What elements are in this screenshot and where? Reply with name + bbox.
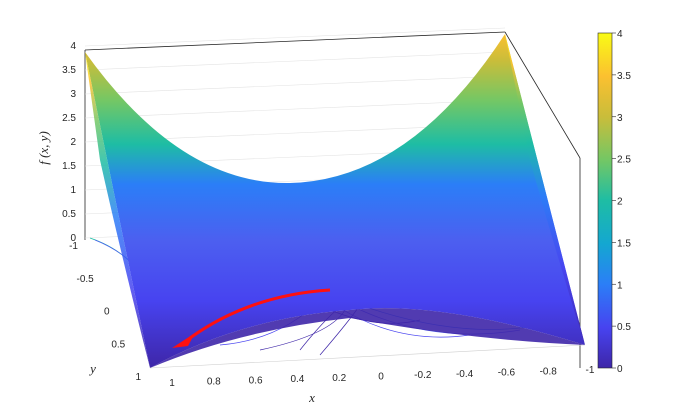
y-tick-label: -0.5 xyxy=(77,274,95,285)
x-tick-label: -0.4 xyxy=(456,369,474,380)
x-tick-label: -0.6 xyxy=(498,368,516,379)
x-tick-label: -0.8 xyxy=(540,366,558,377)
colorbar-tick-label: 3 xyxy=(617,113,623,124)
colorbar-tick-label: 0 xyxy=(617,364,623,375)
z-tick-label: 1.5 xyxy=(62,161,76,172)
z-tick-label: 0 xyxy=(70,233,76,244)
x-tick-label: -0.2 xyxy=(414,370,432,381)
x-tick-label: 0.6 xyxy=(249,375,263,386)
descent-arrow xyxy=(172,288,331,348)
x-tick-label: 0 xyxy=(378,372,384,383)
z-tick-label: 1 xyxy=(70,185,76,196)
colorbar-gradient xyxy=(597,32,613,369)
x-axis-label: x xyxy=(308,390,315,405)
z-axis-ticks: 0 0.5 1 1.5 2 2.5 3 3.5 4 xyxy=(62,41,76,244)
colorbar-tick-label: 1.5 xyxy=(617,238,631,249)
z-gridline xyxy=(84,27,506,47)
colorbar: 0 0.5 1 1.5 2 2.5 3 3.5 4 xyxy=(597,29,631,375)
x-tick-label: 0.2 xyxy=(332,373,346,384)
y-tick-label: 1 xyxy=(135,372,141,383)
x-tick-label: 0.4 xyxy=(290,374,304,385)
y-tick-label: 0 xyxy=(104,307,110,318)
y-tick-label: -1 xyxy=(69,241,78,252)
colorbar-tick-label: 4 xyxy=(617,29,623,40)
z-tick-label: 3 xyxy=(70,89,76,100)
colorbar-tick-label: 2.5 xyxy=(617,155,631,166)
z-gridline xyxy=(84,99,506,119)
z-axis-label: f (x, y) xyxy=(36,131,51,165)
colorbar-tick-label: 3.5 xyxy=(617,71,631,82)
colorbar-ticks: 0 0.5 1 1.5 2 2.5 3 3.5 4 xyxy=(612,29,631,375)
z-gridline xyxy=(84,75,506,95)
z-gridline xyxy=(84,51,506,71)
y-axis-label: y xyxy=(88,361,96,376)
surface xyxy=(85,34,585,368)
colorbar-tick-label: 2 xyxy=(617,197,623,208)
x-tick-label: 0.8 xyxy=(207,377,221,388)
x-tick-label: -1 xyxy=(586,365,595,376)
z-tick-label: 0.5 xyxy=(62,209,76,220)
z-tick-label: 2 xyxy=(70,137,76,148)
y-axis-ticks: -1 -0.5 0 0.5 1 xyxy=(69,241,141,383)
z-tick-label: 4 xyxy=(70,41,76,52)
z-tick-label: 2.5 xyxy=(62,113,76,124)
x-axis-ticks: 1 0.8 0.6 0.4 0.2 0 -0.2 -0.4 -0.6 -0.8 -1 xyxy=(169,365,595,389)
colorbar-tick-label: 1 xyxy=(617,280,623,291)
floor-grid xyxy=(149,344,586,369)
colorbar-tick-label: 0.5 xyxy=(617,322,631,333)
y-tick-label: 0.5 xyxy=(111,339,125,350)
z-tick-label: 3.5 xyxy=(62,65,76,76)
x-tick-label: 1 xyxy=(169,378,175,389)
